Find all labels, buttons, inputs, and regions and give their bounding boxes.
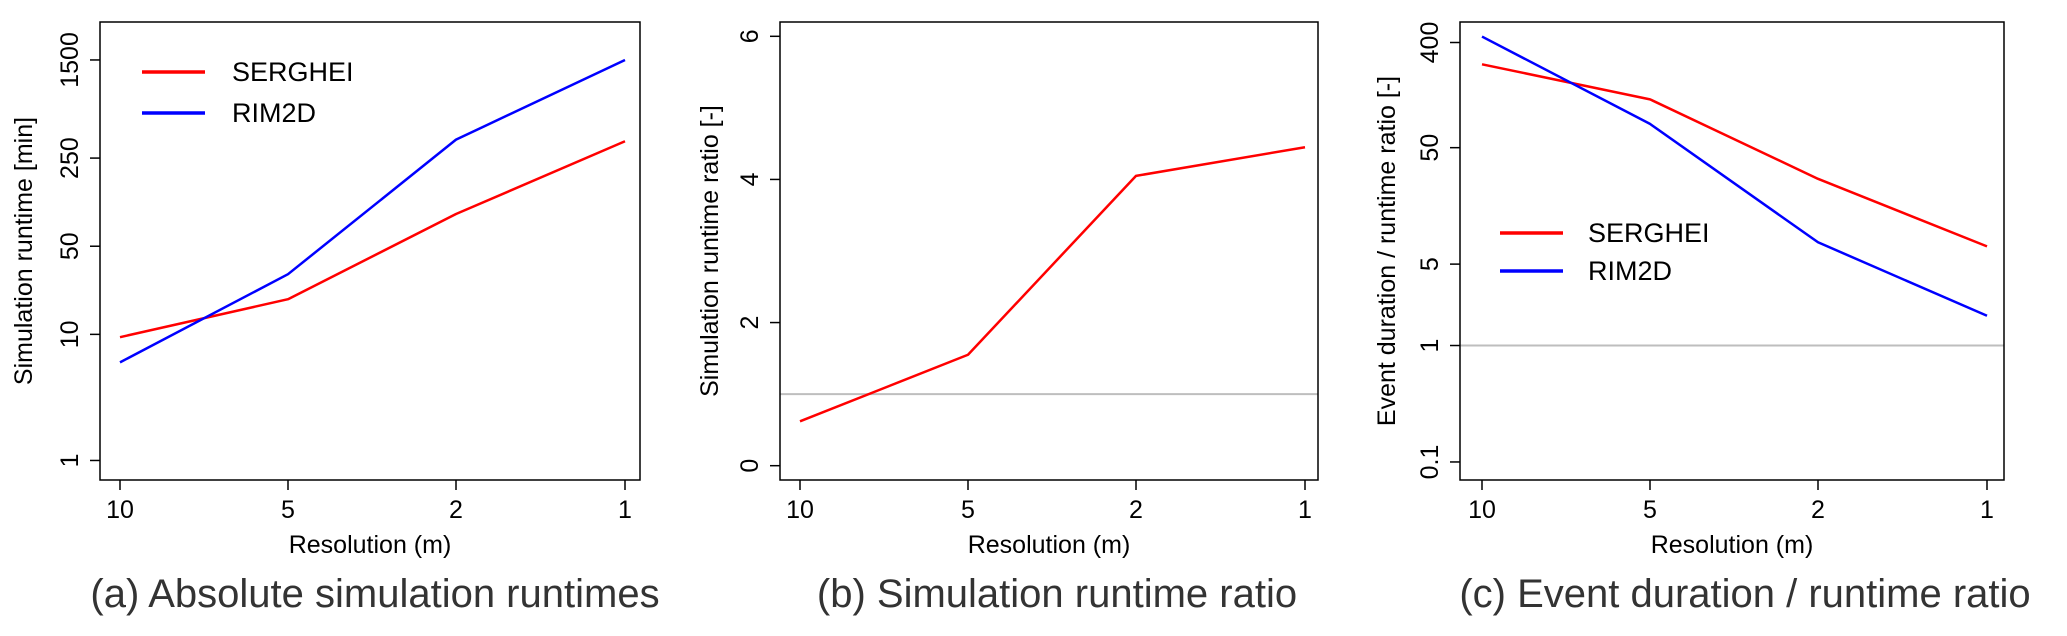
- legend-label: RIM2D: [232, 98, 316, 128]
- x-axis-label: Resolution (m): [968, 531, 1131, 559]
- x-tick-label: 10: [786, 496, 814, 524]
- y-tick-label: 6: [736, 29, 764, 43]
- legend-label: RIM2D: [1588, 256, 1672, 286]
- series-line-rim2d: [119, 58, 626, 364]
- x-tick-label: 5: [281, 496, 295, 524]
- y-tick-label: 50: [1416, 134, 1444, 162]
- panel-a: 10 5 2 1 1 10 50 250 1500 Resolution (m) Simulatio…: [10, 21, 660, 616]
- y-tick-label: 4: [736, 172, 764, 186]
- x-axis-label: Resolution (m): [1651, 531, 1814, 559]
- x-tick-label: 1: [1980, 496, 1994, 524]
- y-tick-label: 5: [1416, 257, 1444, 271]
- y-axis-label: Simulation runtime [min]: [10, 117, 38, 385]
- y-tick-label: 400: [1416, 22, 1444, 64]
- y-tick-label: 250: [56, 137, 84, 179]
- y-tick-label: 2: [736, 316, 764, 330]
- panel-caption: (c) Event duration / runtime ratio: [1459, 572, 2030, 616]
- x-tick-label: 10: [106, 496, 134, 524]
- legend-label: SERGHEI: [1588, 218, 1710, 248]
- x-tick-label: 1: [618, 496, 632, 524]
- x-tick-label: 10: [1468, 496, 1496, 524]
- x-tick-label: 2: [449, 496, 463, 524]
- series-line-rim2d: [1481, 35, 1988, 317]
- x-tick-label: 5: [1643, 496, 1657, 524]
- series-line-serghei: [1481, 63, 1988, 248]
- y-axis-label: Event duration / runtime ratio [-]: [1373, 76, 1401, 426]
- series-line-serghei: [119, 140, 626, 339]
- plot-frame: [779, 21, 1319, 481]
- plot-frame: [1459, 21, 2005, 481]
- y-tick-label: 1500: [56, 32, 84, 88]
- panel-c: 10 5 2 1 0.1 1 5 50 400 Resolution (m) Event durat…: [1373, 21, 2031, 616]
- y-tick-label: 0: [736, 459, 764, 473]
- y-tick-label: 10: [56, 320, 84, 348]
- legend-label: SERGHEI: [232, 57, 354, 87]
- panel-caption: (b) Simulation runtime ratio: [817, 572, 1297, 616]
- plot-frame: [99, 21, 641, 481]
- y-tick-label: 50: [56, 232, 84, 260]
- y-axis-label: Simulation runtime ratio [-]: [696, 105, 724, 397]
- panel-caption: (a) Absolute simulation runtimes: [90, 572, 659, 616]
- x-tick-label: 2: [1811, 496, 1825, 524]
- y-tick-label: 1: [1416, 339, 1444, 353]
- x-tick-label: 2: [1129, 496, 1143, 524]
- y-tick-label: 0.1: [1416, 445, 1444, 480]
- x-axis-label: Resolution (m): [289, 531, 452, 559]
- x-tick-label: 5: [961, 496, 975, 524]
- x-tick-label: 1: [1298, 496, 1312, 524]
- series-line-ratio: [799, 146, 1306, 423]
- y-tick-label: 1: [56, 454, 84, 468]
